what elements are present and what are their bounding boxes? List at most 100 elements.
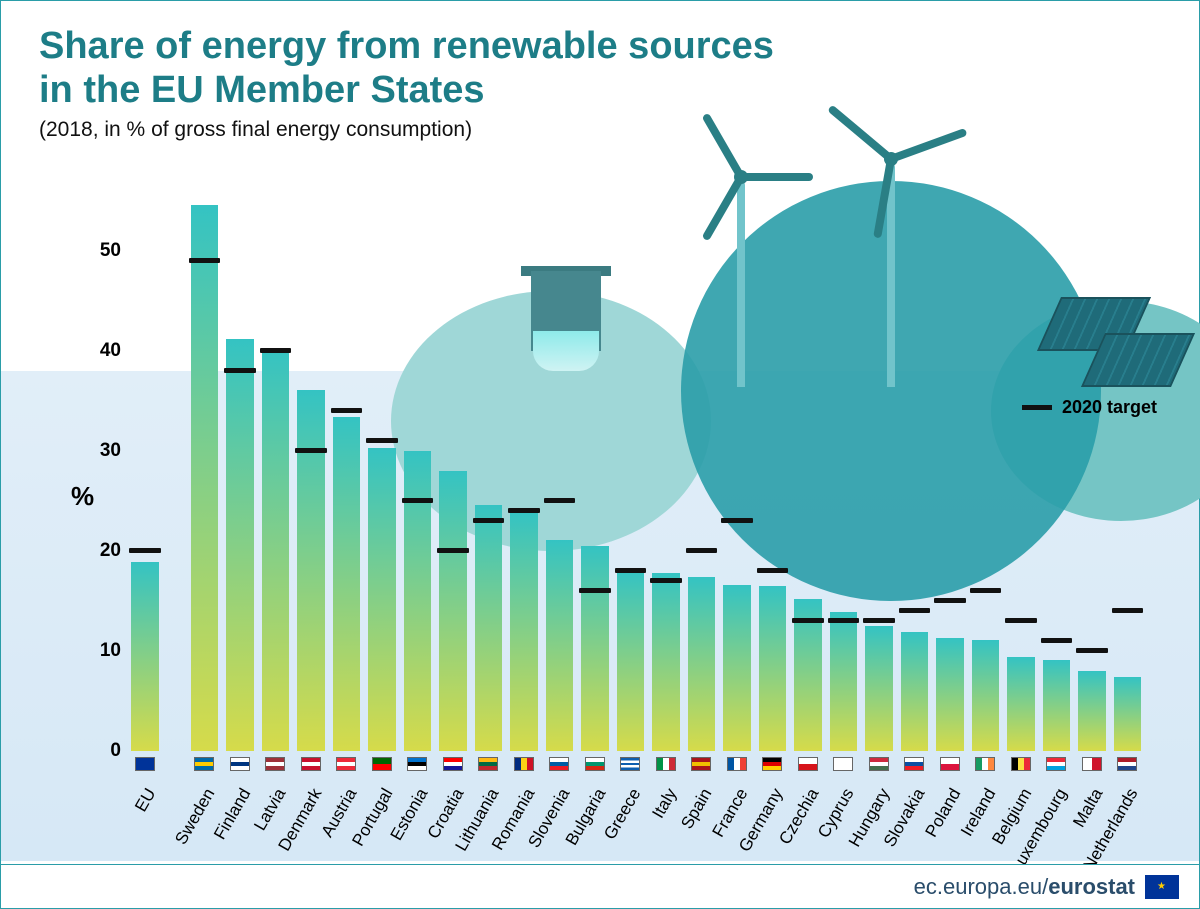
flag-icon [549,757,569,771]
flag-icon [372,757,392,771]
flag-icon [940,757,960,771]
bar [475,505,503,751]
target-marker [615,568,647,573]
flag-icon [514,757,534,771]
bar-slot [1114,201,1142,751]
bar [617,571,645,751]
bar [688,577,716,751]
bar-slot [262,201,290,751]
bar-slot [865,201,893,751]
flag-icon [443,757,463,771]
bar-slot [1078,201,1106,751]
flag-icon [230,757,250,771]
title-line-2: in the EU Member States [39,69,485,111]
flag-icon [478,757,498,771]
bar [759,586,787,751]
bar [972,640,1000,751]
bar-slot [1007,201,1035,751]
target-marker [224,368,256,373]
bar [1043,660,1071,751]
target-marker [295,448,327,453]
target-marker [686,548,718,553]
flag-icon [407,757,427,771]
target-marker [1112,608,1144,613]
bar-slot [131,201,159,751]
bar-slot [297,201,325,751]
bar [368,448,396,751]
flag-icon [1046,757,1066,771]
target-marker [1041,638,1073,643]
bar [439,471,467,751]
title-line-1: Share of energy from renewable sources [39,25,774,67]
flag-icon [301,757,321,771]
x-label: Sweden [172,785,220,848]
target-marker [863,618,895,623]
flag-icon [833,757,853,771]
bar-slot [581,201,609,751]
bar [510,512,538,751]
chart-subtitle: (2018, in % of gross final energy consum… [39,118,774,142]
bar-slot [972,201,1000,751]
target-marker [579,588,611,593]
bar-slot [936,201,964,751]
bar [191,205,219,751]
target-marker [260,348,292,353]
target-marker [366,438,398,443]
bar-chart: % 01020304050 [57,201,1167,771]
bar-slot [723,201,751,751]
page: Share of energy from renewable sources i… [0,0,1200,909]
bar-slot [546,201,574,751]
bar [1007,657,1035,751]
bar-slot [368,201,396,751]
bar [1114,677,1142,751]
x-label: Italy [648,785,681,822]
target-marker [473,518,505,523]
flag-icon [727,757,747,771]
flag-icon [869,757,889,771]
flag-icon [1117,757,1137,771]
flag-icon [585,757,605,771]
flag-icon [691,757,711,771]
bar-slot [510,201,538,751]
bar-slot [794,201,822,751]
bar-slot [830,201,858,751]
target-marker [721,518,753,523]
bar-slot [1043,201,1071,751]
bar [131,562,159,751]
footer-url-prefix: ec.europa.eu/ [914,874,1049,900]
flag-icon [904,757,924,771]
flag-icon [135,757,155,771]
target-marker [1005,618,1037,623]
flag-icon [798,757,818,771]
target-marker [331,408,363,413]
footer-url-bold: eurostat [1048,874,1135,900]
target-marker [402,498,434,503]
bar-slot [759,201,787,751]
title-block: Share of energy from renewable sources i… [39,25,774,142]
flag-icon [762,757,782,771]
bar [723,585,751,751]
target-marker [757,568,789,573]
bar [865,626,893,751]
flag-icon [656,757,676,771]
y-tick: 10 [77,640,121,662]
y-tick: 20 [77,540,121,562]
plot-area [125,201,1167,751]
flag-icon [620,757,640,771]
chart-title: Share of energy from renewable sources i… [39,25,774,112]
y-axis-label: % [71,481,94,512]
bar-slot [226,201,254,751]
bar [652,573,680,751]
bar-slot [404,201,432,751]
bar [936,638,964,751]
y-tick: 40 [77,340,121,362]
target-marker [437,548,469,553]
y-tick: 0 [77,740,121,762]
bar [262,348,290,751]
target-marker [828,618,860,623]
target-marker [508,508,540,513]
bar-slot [617,201,645,751]
target-marker [129,548,161,553]
bar [297,390,325,751]
bar-slot [333,201,361,751]
